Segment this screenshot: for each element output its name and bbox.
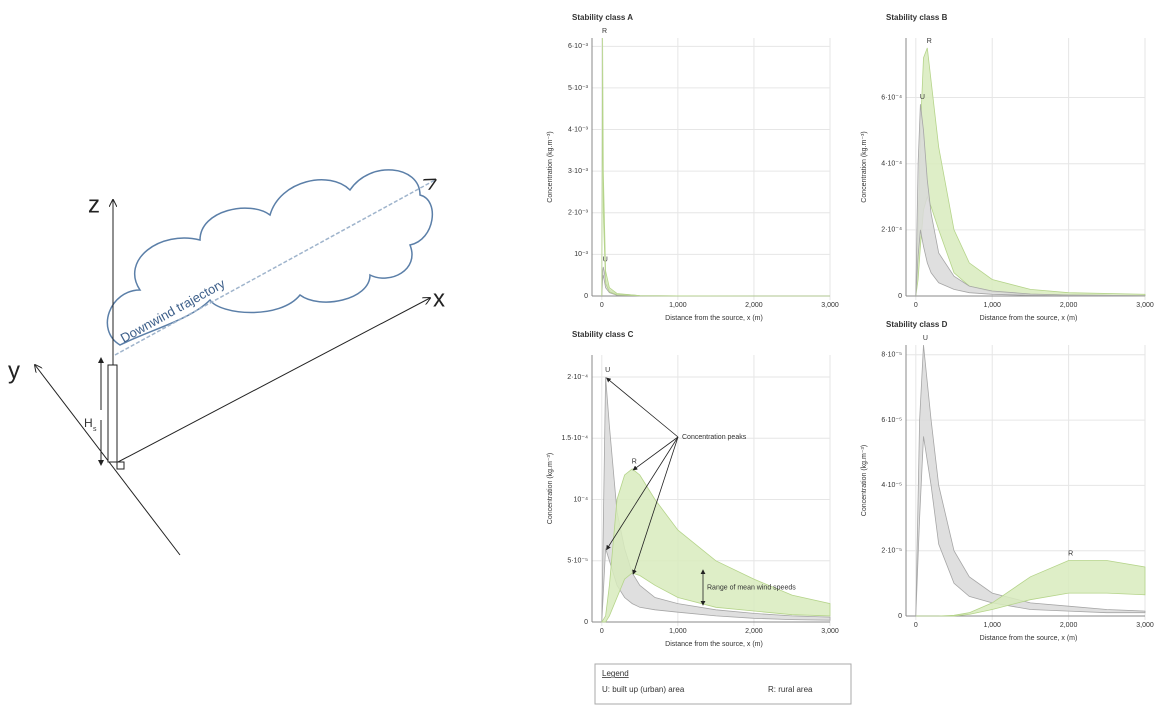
legend-item: R: rural area [768, 685, 813, 694]
y-axis-label: Concentration (kg.m⁻³) [547, 453, 554, 524]
legend-item: U: built up (urban) area [602, 685, 685, 694]
x-tick-label: 2,000 [745, 628, 763, 635]
annotation: Range of mean wind speeds [707, 584, 796, 591]
axis-name: x [433, 285, 445, 312]
x-tick-label: 2,000 [745, 302, 763, 309]
y-tick-label: 2·10⁻⁴ [881, 227, 902, 234]
x-tick-label: 1,000 [669, 302, 687, 309]
series-label: R [927, 38, 932, 45]
x-tick-label: 1,000 [983, 622, 1001, 629]
legend: Legend U: built up (urban) area R: rural… [594, 663, 852, 705]
x-axis-label: Distance from the source, x (m) [980, 635, 1078, 642]
right-angle [116, 461, 125, 470]
y-tick-label: 0 [584, 293, 588, 300]
series-label: U [605, 367, 610, 374]
range-band [601, 266, 830, 297]
y-axis-label: Concentration (kg.m⁻³) [861, 131, 868, 202]
annotation-arrow [605, 377, 679, 438]
y-tick-label: 2·10⁻⁵ [881, 548, 902, 555]
axis-name: y [8, 357, 20, 384]
x-tick-label: 1,000 [983, 302, 1001, 309]
series-label: U [923, 335, 928, 342]
x-tick-label: 3,000 [821, 302, 839, 309]
y-tick-label: 6·10⁻⁵ [881, 417, 902, 424]
range-band [915, 344, 1146, 617]
legend-box [594, 663, 852, 705]
axis-name: z [88, 191, 100, 218]
chart-title: Stability class B [886, 13, 948, 22]
x-axis [117, 298, 430, 463]
y-tick-label: 2·10⁻³ [568, 210, 589, 217]
y-axis-label: Concentration (kg.m⁻³) [861, 445, 868, 516]
y-axis-label: Concentration (kg.m⁻³) [547, 131, 554, 202]
legend-title: Legend [602, 669, 629, 678]
y-tick-label: 0 [898, 613, 902, 620]
stack-height-subscript: s [93, 426, 97, 433]
y-tick-label: 5·10⁻³ [568, 85, 589, 92]
x-axis-label: Distance from the source, x (m) [665, 315, 763, 322]
y-tick-label: 6·10⁻³ [568, 43, 589, 50]
x-tick-label: 3,000 [1136, 622, 1154, 629]
chart-title: Stability class C [572, 330, 634, 339]
x-tick-label: 2,000 [1060, 302, 1078, 309]
chart-title: Stability class A [572, 13, 633, 22]
annotation: Concentration peaks [682, 434, 747, 441]
x-axis-label: Distance from the source, x (m) [665, 641, 763, 648]
y-tick-label: 4·10⁻⁵ [881, 482, 902, 489]
y-tick-label: 10⁻⁴ [574, 496, 589, 503]
y-tick-label: 1.5·10⁻⁴ [561, 435, 588, 442]
x-axis-label: Distance from the source, x (m) [980, 315, 1078, 322]
dispersion-diagram: z x y H s Downwind trajectory [8, 169, 445, 556]
x-tick-label: 0 [600, 628, 604, 635]
range-band [601, 37, 830, 297]
y-tick-label: 4·10⁻⁴ [881, 161, 902, 168]
series-label: R [602, 28, 607, 35]
x-tick-label: 0 [914, 302, 918, 309]
series-label: R [632, 459, 637, 466]
y-tick-label: 4·10⁻³ [568, 126, 589, 133]
x-tick-label: 1,000 [669, 628, 687, 635]
x-tick-label: 2,000 [1060, 622, 1078, 629]
y-tick-label: 3·10⁻³ [568, 168, 589, 175]
y-tick-label: 8·10⁻⁵ [881, 352, 902, 359]
range-band [915, 560, 1146, 617]
trajectory-line [114, 180, 435, 356]
range-band [601, 468, 831, 623]
stack [107, 364, 118, 463]
annotation-arrow [632, 436, 679, 471]
range-band [915, 104, 1146, 297]
range-band [915, 47, 1146, 297]
y-tick-label: 10⁻³ [574, 251, 588, 258]
y-tick-label: 5·10⁻⁵ [567, 558, 588, 565]
annotation-arrow [632, 436, 679, 575]
y-tick-label: 2·10⁻⁴ [567, 374, 588, 381]
x-tick-label: 0 [914, 622, 918, 629]
series-label: R [1068, 550, 1073, 557]
y-tick-label: 0 [898, 293, 902, 300]
y-tick-label: 6·10⁻⁴ [881, 94, 902, 101]
x-tick-label: 0 [600, 302, 604, 309]
plume-cloud [106, 169, 434, 346]
x-tick-label: 3,000 [821, 628, 839, 635]
chart-title: Stability class D [886, 320, 948, 329]
y-tick-label: 0 [584, 619, 588, 626]
annotation-arrow [606, 436, 679, 551]
x-tick-label: 3,000 [1136, 302, 1154, 309]
stack-height-label: H [84, 416, 93, 430]
series-label: U [920, 94, 925, 101]
